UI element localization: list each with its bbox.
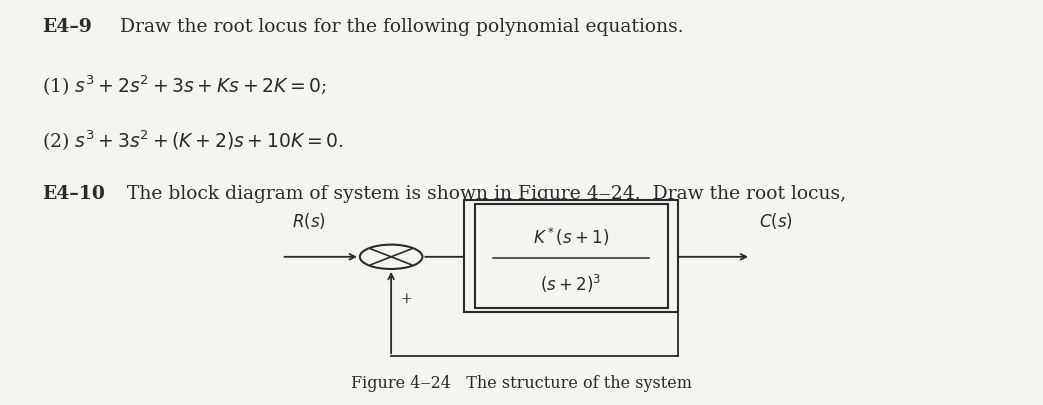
Text: +: +: [401, 292, 412, 305]
Bar: [475, 205, 668, 308]
Text: (1) $s^3 + 2s^2 + 3s + Ks + 2K = 0$;: (1) $s^3 + 2s^2 + 3s + Ks + 2K = 0$;: [42, 74, 326, 98]
Bar: [464, 200, 678, 312]
Text: (2) $s^3 + 3s^2 + (K+2)s + 10K = 0$.: (2) $s^3 + 3s^2 + (K+2)s + 10K = 0$.: [42, 129, 343, 153]
Text: The block diagram of system is shown in Figure 4‒24.  Draw the root locus,: The block diagram of system is shown in …: [127, 184, 846, 202]
Text: $(s+2)^3$: $(s+2)^3$: [540, 272, 602, 294]
Text: $C(s)$: $C(s)$: [759, 211, 793, 231]
Text: Draw the root locus for the following polynomial equations.: Draw the root locus for the following po…: [120, 18, 683, 36]
Text: $K^*(s+1)$: $K^*(s+1)$: [533, 226, 609, 247]
Text: E4–10: E4–10: [42, 184, 104, 202]
Text: E4–9: E4–9: [42, 18, 92, 36]
Text: Figure 4‒24   The structure of the system: Figure 4‒24 The structure of the system: [351, 374, 692, 391]
Circle shape: [360, 245, 422, 269]
Text: $R(s)$: $R(s)$: [292, 211, 325, 231]
